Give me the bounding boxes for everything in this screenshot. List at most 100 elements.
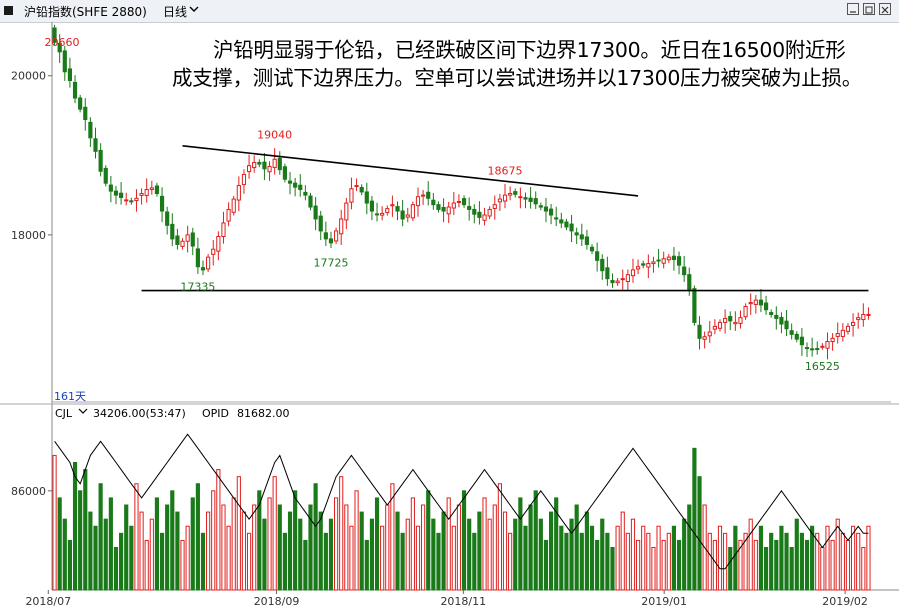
volume-bar-down bbox=[579, 532, 584, 591]
volume-bar-down bbox=[108, 497, 113, 591]
candle-up bbox=[661, 258, 666, 264]
volume-bar-down bbox=[119, 532, 124, 591]
candle-down bbox=[815, 348, 820, 351]
volume-bar-down bbox=[758, 525, 764, 591]
candle-up bbox=[390, 204, 395, 207]
volume-bar-down bbox=[472, 532, 477, 591]
volume-bar-down bbox=[395, 511, 400, 591]
volume-bar-up bbox=[861, 547, 866, 591]
candle-up bbox=[380, 212, 385, 216]
candle-down bbox=[98, 149, 103, 172]
close-icon[interactable] bbox=[879, 3, 891, 15]
candle-down bbox=[359, 186, 364, 193]
chart-title: 沪铅指数(SHFE 2880) bbox=[24, 5, 147, 19]
volume-panel: CJL 34206.00(53:47) OPID 81682.00 86000 bbox=[11, 407, 871, 591]
candle-up bbox=[344, 202, 349, 221]
volume-bar-up bbox=[748, 518, 753, 591]
volume-bar-down bbox=[308, 504, 313, 591]
upper-boundary-line bbox=[182, 144, 639, 197]
candle-up bbox=[840, 329, 845, 337]
candle-down bbox=[584, 236, 589, 245]
volume-bar-down bbox=[159, 532, 165, 591]
x-tick-label: 2018/11 bbox=[440, 595, 486, 608]
candle-up bbox=[415, 196, 421, 207]
candle-up bbox=[508, 193, 513, 196]
candle-down bbox=[395, 206, 400, 212]
candle-down bbox=[461, 198, 467, 206]
volume-bar-up bbox=[252, 504, 257, 591]
volume-bar-up bbox=[738, 539, 743, 591]
candle-down bbox=[513, 191, 518, 195]
candle-up bbox=[825, 341, 830, 349]
volume-bar-up bbox=[241, 511, 247, 591]
volume-bar-down bbox=[477, 511, 482, 591]
volume-bar-up bbox=[185, 525, 190, 591]
volume-bar-up bbox=[52, 454, 57, 591]
volume-bar-down bbox=[436, 532, 441, 591]
candle-down bbox=[364, 191, 369, 204]
period-selector[interactable]: 日线 bbox=[163, 5, 188, 19]
low-label: 17725 bbox=[313, 257, 348, 270]
candle-down bbox=[159, 195, 165, 212]
candle-up bbox=[712, 325, 717, 330]
volume-bar-down bbox=[774, 539, 779, 591]
volume-bar-down bbox=[374, 497, 380, 591]
candle-up bbox=[231, 198, 236, 213]
y-tick-label: 20000 bbox=[11, 70, 46, 83]
minimize-icon[interactable] bbox=[847, 3, 859, 15]
candle-down bbox=[328, 238, 334, 244]
price-chart[interactable]: 20000 18000 2018/07 2018/09 2018/11 2019/01 20… bbox=[0, 22, 899, 613]
candle-down bbox=[298, 184, 303, 191]
candle-up bbox=[180, 240, 185, 247]
candle-up bbox=[835, 333, 840, 337]
volume-bar-down bbox=[298, 518, 303, 591]
volume-bar-down bbox=[313, 483, 318, 591]
open-interest-value: 81682.00 bbox=[237, 407, 290, 420]
open-interest-label: OPID bbox=[202, 407, 229, 420]
volume-bar-down bbox=[543, 539, 549, 591]
volume-bar-up bbox=[339, 476, 344, 591]
volume-bar-up bbox=[410, 497, 415, 591]
volume-bar-up bbox=[845, 539, 851, 591]
candle-down bbox=[769, 312, 774, 315]
volume-bar-down bbox=[784, 532, 789, 591]
x-tick-label: 2018/09 bbox=[254, 595, 300, 608]
candle-down bbox=[472, 208, 477, 215]
volume-bar-up bbox=[267, 497, 272, 591]
candle-up bbox=[339, 218, 344, 235]
volume-bar-up bbox=[421, 504, 426, 591]
volume-bar-down bbox=[610, 547, 615, 591]
candle-down bbox=[579, 234, 584, 240]
candle-up bbox=[666, 256, 671, 261]
volume-bar-up bbox=[349, 525, 354, 591]
candle-up bbox=[185, 234, 190, 242]
candle-up bbox=[518, 196, 523, 199]
candle-up bbox=[124, 199, 129, 202]
candle-up bbox=[487, 208, 492, 217]
candle-down bbox=[676, 256, 682, 266]
candle-down bbox=[88, 121, 93, 139]
candle-up bbox=[241, 173, 247, 186]
candle-down bbox=[282, 166, 287, 180]
chevron-down-icon[interactable] bbox=[189, 3, 199, 18]
candle-up bbox=[820, 345, 825, 348]
candle-up bbox=[226, 208, 231, 222]
volume-bar-up bbox=[415, 525, 421, 591]
volume-bar-down bbox=[78, 490, 83, 591]
volume-bar-up bbox=[149, 518, 154, 591]
volume-bar-up bbox=[221, 504, 226, 591]
candle-down bbox=[789, 330, 794, 335]
candle-down bbox=[656, 259, 661, 262]
candle-down bbox=[308, 195, 313, 208]
candle-down bbox=[682, 266, 687, 276]
volume-bar-up bbox=[344, 504, 349, 591]
candle-down bbox=[436, 204, 441, 210]
restore-icon[interactable] bbox=[863, 3, 875, 15]
candle-down bbox=[52, 27, 57, 43]
volume-bar-down bbox=[170, 490, 175, 591]
candle-up bbox=[410, 204, 415, 219]
volume-bar-down bbox=[697, 476, 702, 591]
candle-down bbox=[277, 157, 282, 171]
volume-bar-down bbox=[400, 532, 405, 591]
candle-down bbox=[605, 267, 610, 280]
